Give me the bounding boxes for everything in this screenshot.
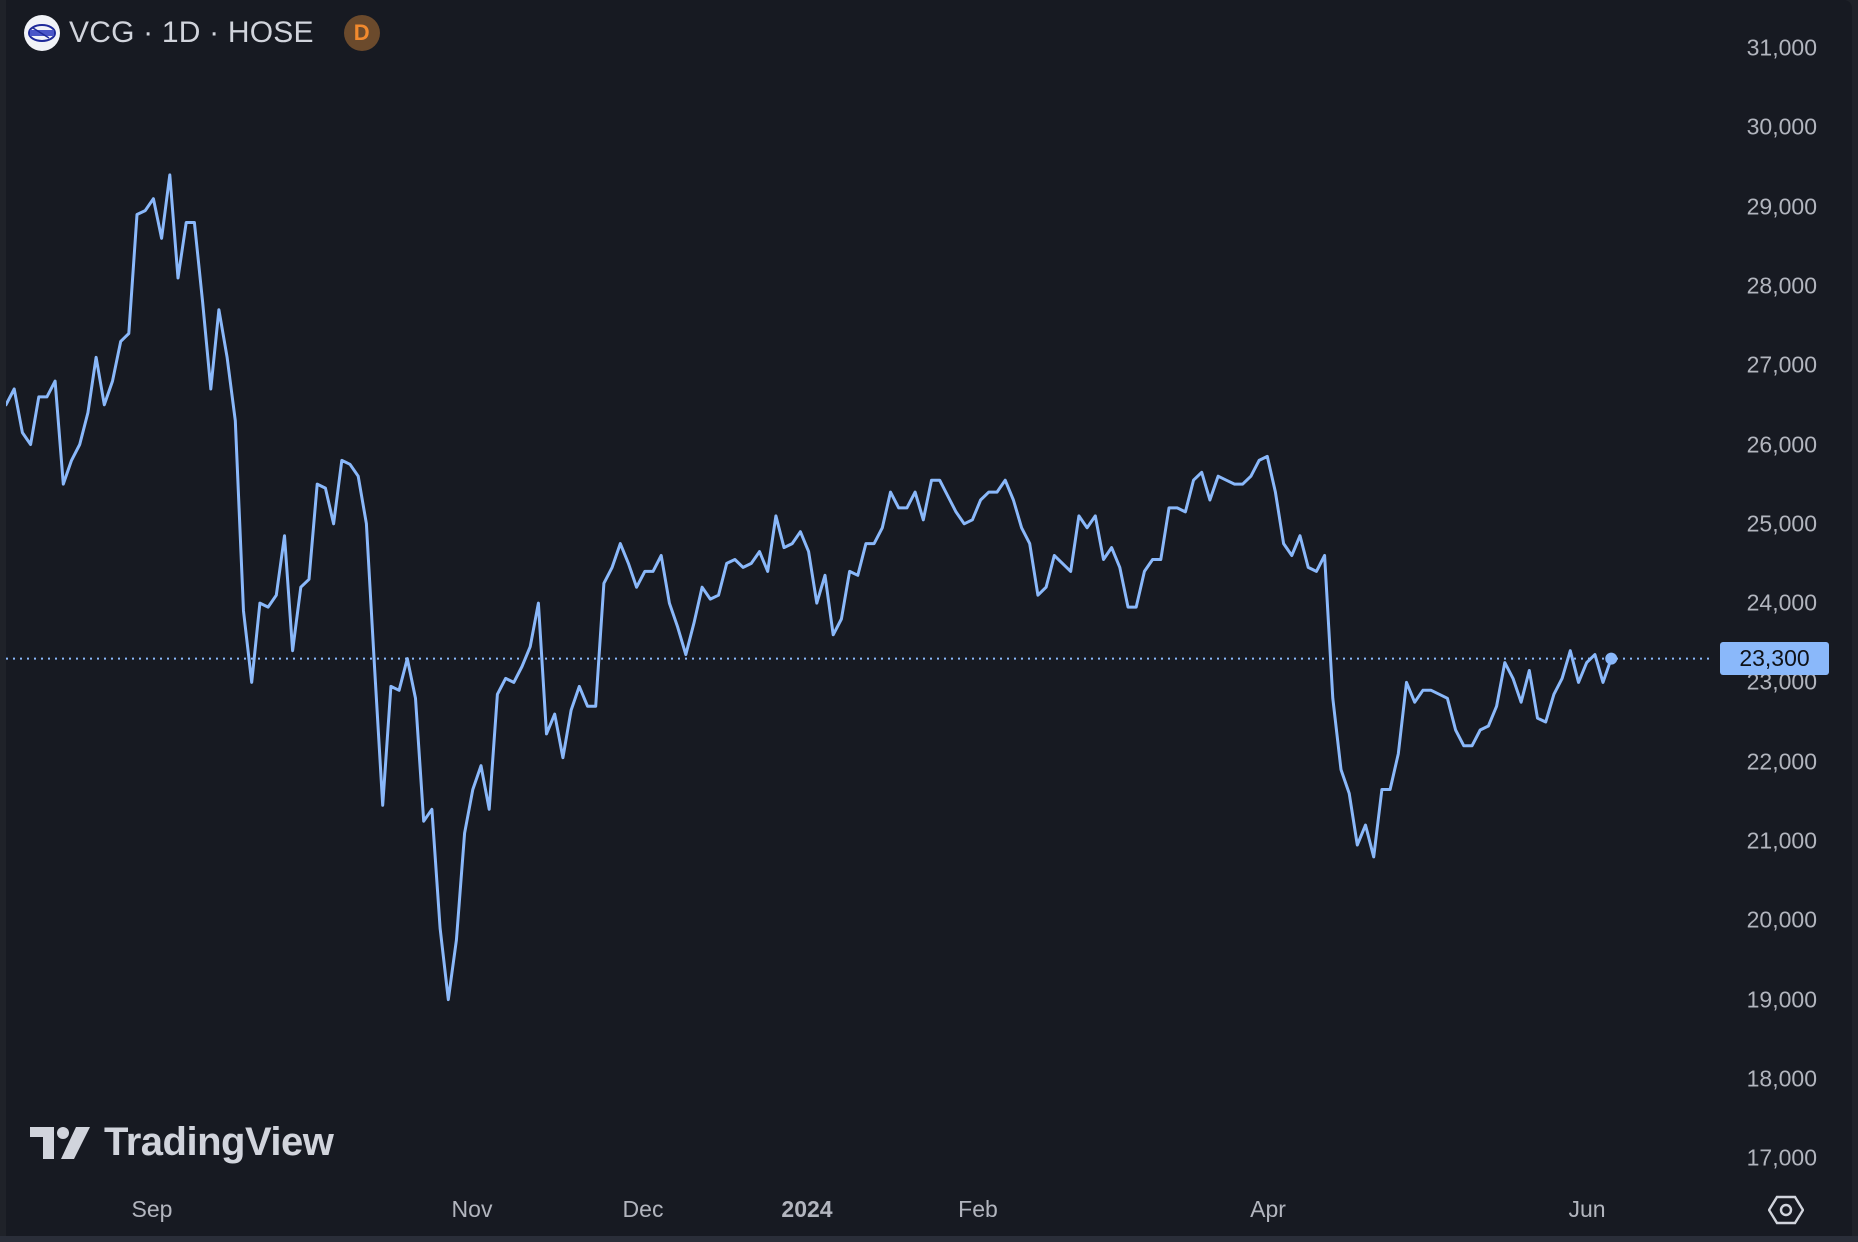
time-axis-label: Dec [622,1196,664,1222]
time-axis-label: 2024 [781,1196,833,1222]
symbol-title[interactable]: VCG · 1D · HOSE [69,16,314,49]
chart-panel[interactable]: VCG · 1D · HOSE D 31,000 30,000 29,000 28,0… [6,0,1852,1236]
price-axis-label: 25,000 [1746,510,1817,537]
price-axis-label: 30,000 [1746,113,1817,140]
price-axis-label: 27,000 [1746,351,1817,378]
price-axis-label: 31,000 [1746,34,1817,61]
price-axis-label: 17,000 [1746,1144,1817,1171]
tradingview-logo-text: TradingView [104,1120,334,1164]
settings-button[interactable] [1767,1192,1805,1228]
price-axis-label: 20,000 [1746,906,1817,933]
time-axis-label: Feb [958,1196,998,1222]
price-axis-label: 22,000 [1746,748,1817,775]
chart-header: VCG · 1D · HOSE D [24,14,380,52]
price-axis-label: 29,000 [1746,193,1817,220]
tradingview-logo[interactable]: TradingView [30,1120,334,1165]
vcg-logo-icon [24,15,60,51]
time-axis-label: Apr [1250,1196,1286,1222]
time-axis-label: Nov [451,1196,493,1222]
price-axis-label: 24,000 [1746,589,1817,616]
last-price-badge: 23,300 [1720,641,1829,675]
settings-hexagon-icon [1767,1195,1805,1225]
price-axis-label: 21,000 [1746,827,1817,854]
price-axis-label: 18,000 [1746,1065,1817,1092]
bottom-border [0,1236,1858,1242]
price-series-line [6,173,1613,1002]
price-line-chart[interactable] [6,0,1852,1236]
price-axis-label: 26,000 [1746,431,1817,457]
tradingview-logo-icon [30,1126,90,1159]
price-axis-label: 28,000 [1746,272,1817,299]
last-price-dot [1605,652,1618,665]
price-axis-label: 19,000 [1746,986,1817,1013]
time-axis-label: Jun [1568,1196,1606,1222]
time-axis-label: Sep [131,1196,173,1222]
data-delay-badge[interactable]: D [343,15,380,51]
